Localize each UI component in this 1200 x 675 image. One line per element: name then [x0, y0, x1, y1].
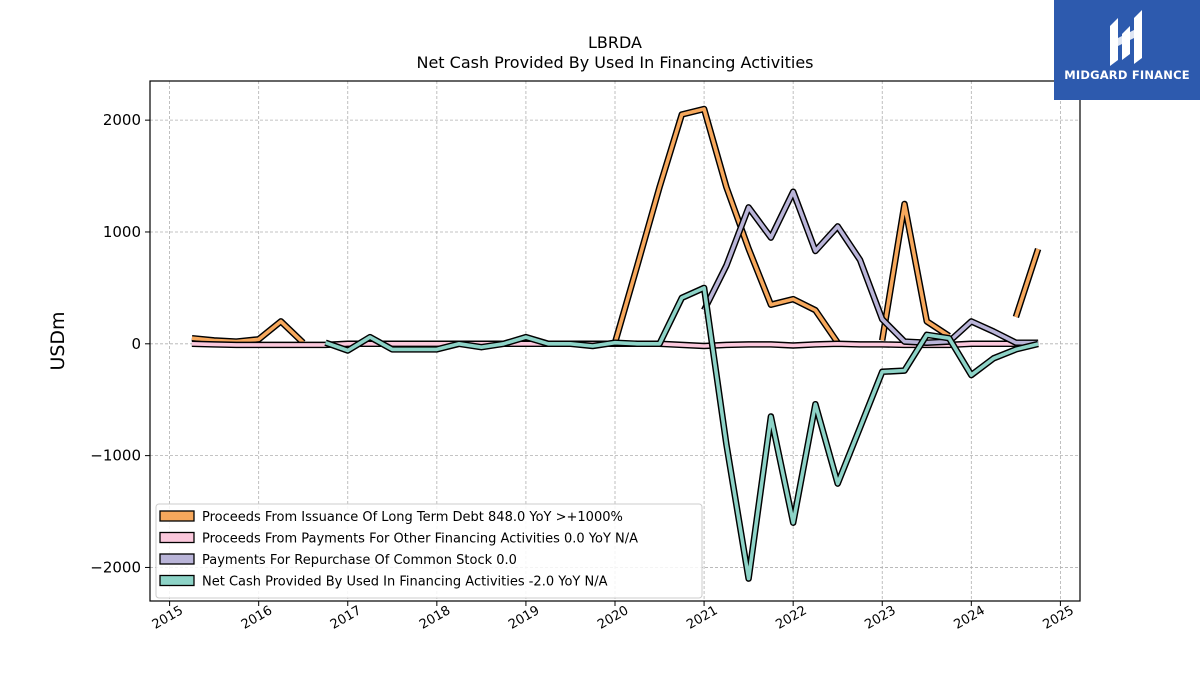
series-line [613, 107, 840, 344]
x-tick-label: 2023 [862, 603, 898, 633]
x-tick-label: 2018 [417, 603, 453, 633]
legend-label: Proceeds From Issuance Of Long Term Debt… [202, 510, 623, 525]
series-line [1014, 248, 1040, 318]
chart-subtitle: Net Cash Provided By Used In Financing A… [416, 53, 813, 72]
legend: Proceeds From Issuance Of Long Term Debt… [155, 503, 703, 599]
y-tick-label: 2000 [103, 111, 141, 129]
x-tick-label: 2019 [506, 603, 542, 633]
series-layer [191, 105, 1042, 582]
x-tick-label: 2015 [150, 603, 186, 633]
logo-text: MIDGARD FINANCE [1064, 68, 1190, 82]
x-tick-label: 2017 [328, 603, 364, 633]
y-axis-label: USDm [47, 311, 69, 370]
legend-swatch [159, 553, 195, 565]
y-tick-label: −1000 [90, 447, 141, 465]
x-tick-label: 2016 [239, 603, 275, 633]
y-tick-label: −2000 [90, 558, 141, 576]
legend-label: Net Cash Provided By Used In Financing A… [202, 575, 608, 590]
legend-swatch [159, 510, 195, 522]
x-tick-label: 2020 [595, 603, 631, 633]
series-line [880, 202, 951, 341]
x-tick-label: 2024 [951, 603, 987, 633]
legend-label: Proceeds From Payments For Other Financi… [202, 532, 638, 547]
x-tick-label: 2025 [1041, 603, 1077, 633]
midgard-logo-icon [1110, 10, 1142, 66]
logo: MIDGARD FINANCE [1054, 0, 1200, 100]
series-line [191, 319, 305, 345]
series-4 [324, 284, 1039, 582]
series-line [324, 286, 1039, 581]
y-tick-label: 1000 [103, 223, 141, 241]
legend-box [155, 503, 703, 599]
x-tick-label: 2021 [684, 603, 720, 633]
y-tick-label: 0 [131, 335, 141, 353]
legend-label: Payments For Repurchase Of Common Stock … [202, 553, 517, 568]
series-3 [701, 188, 1039, 346]
series-1 [191, 105, 1042, 346]
x-tick-label: 2022 [773, 603, 809, 633]
legend-swatch [159, 531, 195, 544]
chart-title: LBRDA [588, 33, 642, 52]
series-line [702, 189, 1039, 345]
legend-swatch [159, 574, 195, 587]
